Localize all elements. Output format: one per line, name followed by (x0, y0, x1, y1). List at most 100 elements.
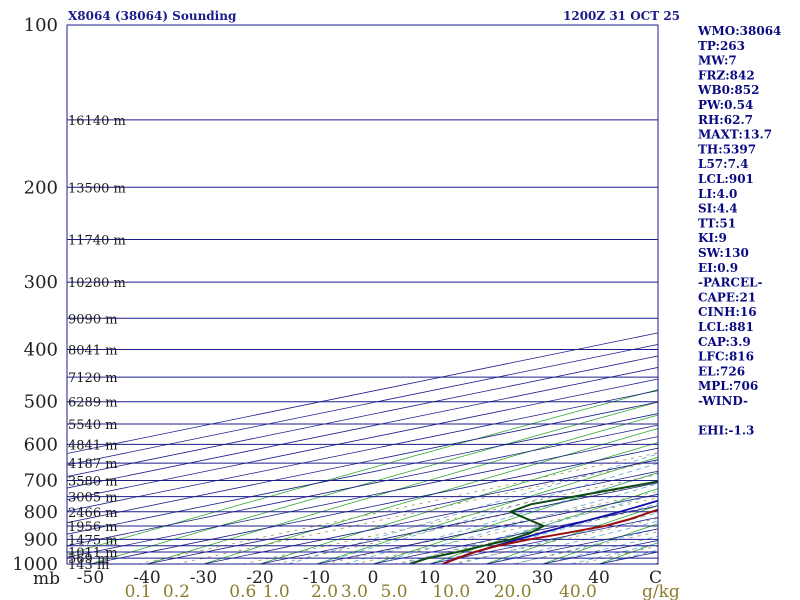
height-label: 3005 m (68, 491, 118, 506)
pressure-tick-label: 700 (24, 471, 58, 492)
stability-index: TT:51 (698, 216, 736, 230)
temperature-tick-label: -50 (77, 568, 104, 588)
stability-indices-panel: WMO:38064TP:263MW:7FRZ:842WB0:852PW:0.54… (697, 24, 781, 438)
pressure-unit-label: mb (33, 569, 60, 589)
pressure-tick-label: 1000 (12, 554, 58, 575)
height-label: 1956 m (68, 520, 118, 535)
isotherm (67, 401, 658, 524)
sounding-time: 1200Z 31 OCT 25 (563, 9, 680, 23)
height-label: 1011 m (68, 546, 118, 561)
stability-index: CAP:3.9 (698, 335, 751, 349)
temperature-tick-label: -20 (246, 568, 273, 588)
sounding-title: X8064 (38064) Sounding (68, 9, 237, 23)
height-label: 5540 m (68, 418, 118, 433)
stability-index: MAXT:13.7 (698, 128, 772, 142)
dewpoint-profile (409, 480, 658, 564)
plot-frame (66, 24, 659, 565)
mixing-ratio-unit-label: g/kg (642, 582, 680, 600)
height-label: 569 m (68, 552, 109, 567)
mixing-ratio-label: 20.0 (494, 582, 532, 600)
pressure-tick-label: 200 (24, 177, 58, 198)
chart-grid (67, 25, 658, 564)
height-label: 4187 m (68, 457, 118, 472)
stability-index: EL:726 (698, 364, 745, 378)
pressure-tick-label: 100 (24, 15, 58, 36)
isotherm (67, 413, 658, 535)
stability-index: MPL:706 (698, 379, 758, 393)
pressure-tick-label: 900 (24, 529, 58, 550)
height-label: 10280 m (68, 276, 126, 291)
stability-index: LCL:901 (698, 172, 754, 186)
height-label: 2466 m (68, 506, 118, 521)
mixing-ratio-label: 0.6 (229, 582, 256, 600)
stability-index: LCL:881 (698, 320, 754, 334)
height-label: 4841 m (68, 438, 118, 453)
temperature-tick-label: 20 (475, 568, 497, 588)
stability-index: WB0:852 (697, 83, 759, 97)
height-label: 7120 m (68, 371, 118, 386)
height-label: 8041 m (68, 344, 118, 359)
chart-profiles (409, 480, 658, 564)
isotherm (67, 390, 658, 512)
mixing-ratio-label: 0.2 (163, 582, 190, 600)
temperature-tick-label: -10 (303, 568, 330, 588)
pressure-tick-label: 600 (24, 434, 58, 455)
temperature-tick-label: 10 (419, 568, 441, 588)
isotherm (67, 355, 658, 477)
stability-index: KI:9 (698, 231, 727, 245)
stability-index: TH:5397 (698, 142, 756, 156)
mixing-ratio-label: 1.0 (263, 582, 290, 600)
stability-index: LI:4.0 (698, 187, 737, 201)
stability-index: SW:130 (698, 246, 749, 260)
stability-index: -WIND- (698, 394, 748, 408)
temperature-profile (442, 508, 658, 564)
mixing-ratio-label: 40.0 (559, 582, 597, 600)
temperature-tick-label: 40 (588, 568, 610, 588)
height-label: 6289 m (68, 396, 118, 411)
isotherm (146, 459, 658, 564)
pressure-tick-label: 400 (24, 340, 58, 361)
stability-index: SI:4.4 (698, 202, 738, 216)
stability-index: EI:0.9 (698, 261, 738, 275)
height-label: 3580 m (68, 475, 118, 490)
isotherm (67, 367, 658, 489)
stability-index: -PARCEL- (698, 276, 763, 290)
temperature-tick-label: -40 (133, 568, 160, 588)
height-label: 11740 m (68, 233, 126, 248)
parcel-trace (442, 499, 658, 564)
pressure-tick-label: 500 (24, 392, 58, 413)
temperature-tick-label: C (649, 568, 662, 588)
stability-index: CINH:16 (698, 305, 757, 319)
height-label: 16140 m (68, 114, 126, 129)
stability-index: EHI:-1.3 (698, 424, 754, 438)
height-label: 9090 m (68, 312, 118, 327)
height-label: 143 m (68, 558, 109, 573)
temperature-tick-label: -30 (190, 568, 217, 588)
temperature-tick-label: 30 (532, 568, 554, 588)
stability-index: RH:62.7 (698, 113, 753, 127)
mixing-ratio-label: 10.0 (432, 582, 470, 600)
stability-index: WMO:38064 (697, 24, 781, 38)
stability-index: LFC:816 (698, 350, 754, 364)
height-label: 13500 m (68, 181, 126, 196)
temperature-tick-label: 0 (368, 568, 379, 588)
isotherm (67, 436, 658, 558)
isotherm (67, 378, 658, 501)
isotherm (203, 470, 658, 564)
height-label: 1475 m (68, 533, 118, 548)
stability-index: L57:7.4 (698, 157, 748, 171)
pressure-tick-label: 300 (24, 272, 58, 293)
pressure-tick-label: 800 (24, 502, 58, 523)
stability-index: PW:0.54 (698, 98, 753, 112)
stability-index: FRZ:842 (698, 68, 755, 82)
mixing-ratio-label: 5.0 (381, 582, 408, 600)
mixing-ratio-label: 2.0 (311, 582, 338, 600)
mixing-ratio-label: 0.1 (125, 582, 152, 600)
stability-index: MW:7 (698, 54, 737, 68)
isotherm (67, 424, 658, 547)
stability-index: CAPE:21 (698, 290, 756, 304)
stability-index: TP:263 (698, 39, 745, 53)
